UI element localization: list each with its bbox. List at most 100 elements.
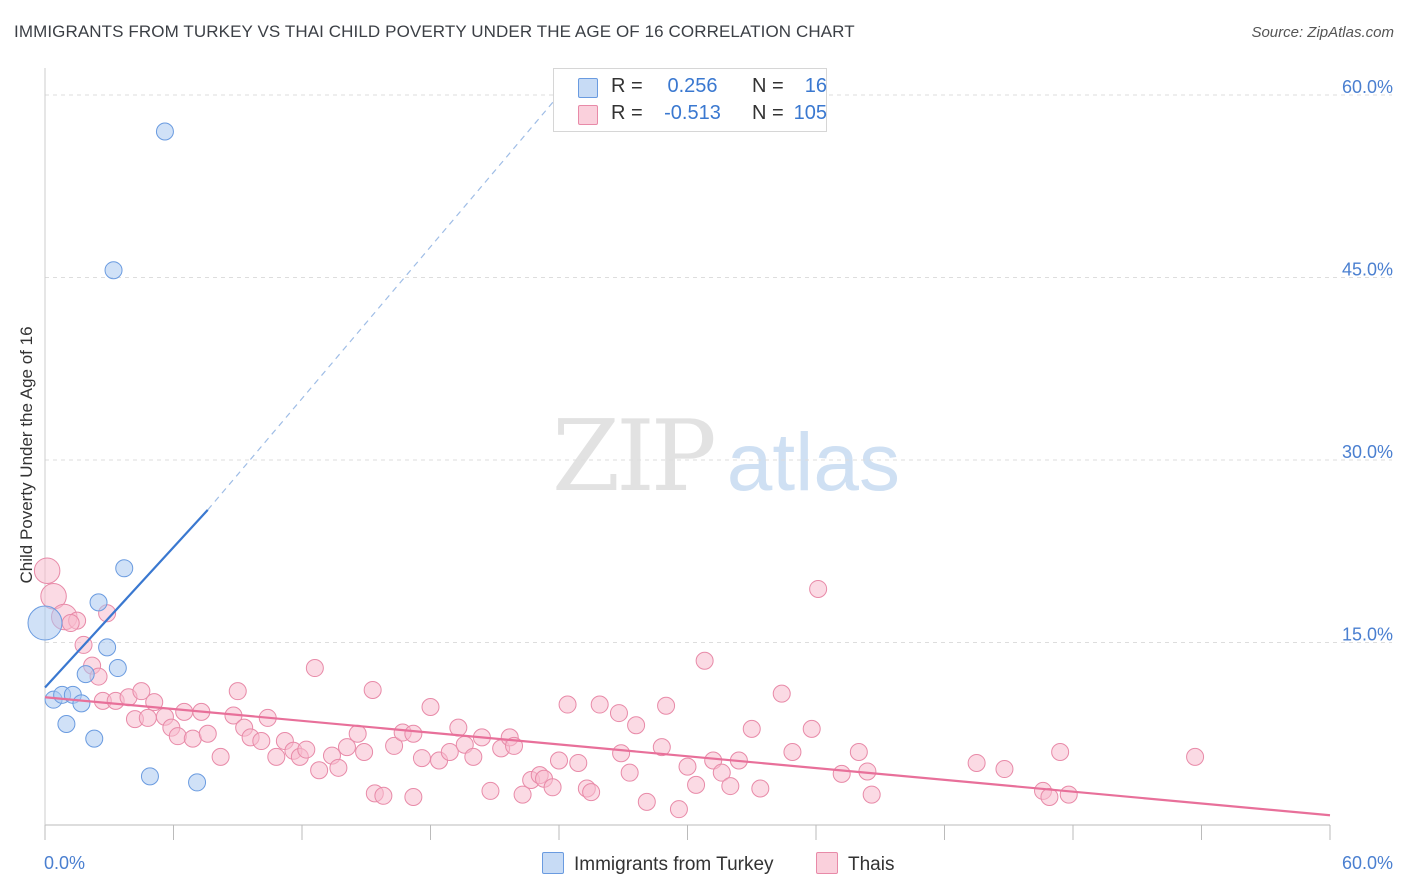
thai-point bbox=[252, 732, 271, 751]
legend-n-label: N = bbox=[752, 75, 784, 97]
thai-point bbox=[440, 743, 459, 761]
legend-n-value-turkey: 16 bbox=[804, 75, 827, 97]
thai-point bbox=[168, 727, 187, 746]
turkey-point bbox=[140, 767, 159, 786]
thai-point bbox=[609, 704, 628, 723]
thai-point bbox=[809, 579, 828, 598]
y-tick-label: 45.0% bbox=[1342, 260, 1393, 280]
thai-point bbox=[669, 800, 688, 819]
thai-point bbox=[678, 757, 697, 776]
thai-point bbox=[582, 783, 601, 802]
legend-r-label: R = bbox=[611, 102, 643, 124]
thai-point bbox=[61, 614, 80, 633]
thai-point bbox=[228, 682, 247, 701]
thai-point bbox=[33, 557, 61, 584]
turkey-point bbox=[72, 694, 91, 713]
thai-point bbox=[742, 719, 761, 738]
trend-lines bbox=[44, 94, 1331, 817]
turkey-point bbox=[89, 593, 108, 612]
thai-point bbox=[404, 724, 423, 743]
turkey-point bbox=[85, 729, 104, 748]
turkey-point bbox=[27, 605, 63, 641]
thai-point bbox=[687, 775, 706, 794]
thai-point bbox=[267, 747, 286, 766]
thai-point bbox=[783, 743, 802, 761]
thai-point bbox=[138, 708, 157, 727]
turkey-point bbox=[108, 659, 127, 678]
thai-point bbox=[849, 743, 868, 761]
thai-point bbox=[132, 682, 151, 701]
thai-point bbox=[198, 724, 217, 743]
tick-labels: 15.0% 30.0% 45.0% 60.0% 0.0% 60.0% bbox=[44, 77, 1393, 873]
thai-point bbox=[558, 695, 577, 714]
bottom-legend-turkey: Immigrants from Turkey bbox=[542, 852, 774, 876]
turkey-point bbox=[155, 122, 174, 141]
thai-point bbox=[967, 753, 986, 772]
turkey-point bbox=[76, 665, 95, 684]
thai-point bbox=[543, 778, 562, 797]
thai-point bbox=[363, 680, 382, 699]
thais-points bbox=[33, 557, 1205, 819]
thai-point bbox=[1051, 743, 1070, 761]
x-tick-label-max: 60.0% bbox=[1342, 853, 1393, 873]
turkey-points bbox=[27, 122, 207, 792]
watermark-zip: ZIP bbox=[552, 400, 717, 514]
thai-point bbox=[695, 651, 714, 670]
watermark-atlas: atlas bbox=[726, 417, 900, 508]
thai-point bbox=[995, 760, 1014, 779]
thai-point bbox=[404, 788, 423, 807]
thai-point bbox=[627, 716, 646, 735]
thai-point bbox=[590, 695, 609, 714]
thai-point bbox=[211, 747, 230, 766]
thai-point bbox=[374, 786, 393, 805]
thai-point bbox=[421, 697, 440, 716]
thai-point bbox=[721, 777, 740, 796]
legend-n-value-thais: 105 bbox=[793, 102, 827, 124]
legend-swatch-thais bbox=[578, 105, 598, 125]
y-tick-label: 60.0% bbox=[1342, 77, 1393, 97]
thai-point bbox=[620, 763, 639, 782]
thai-point bbox=[305, 659, 324, 678]
thai-point bbox=[513, 785, 532, 804]
legend-r-label: R = bbox=[611, 75, 643, 97]
thai-point bbox=[637, 792, 656, 811]
thai-point bbox=[612, 744, 631, 763]
turkey-point bbox=[115, 559, 134, 578]
thai-point bbox=[355, 743, 374, 761]
thai-point bbox=[297, 740, 316, 759]
legend-r-value-turkey: 0.256 bbox=[667, 75, 718, 97]
turkey-trend-line bbox=[44, 509, 209, 689]
thai-point bbox=[385, 736, 404, 755]
thai-point bbox=[348, 724, 367, 743]
turkey-point bbox=[98, 638, 117, 657]
thai-point bbox=[464, 747, 483, 766]
turkey-point bbox=[104, 261, 123, 280]
bottom-legend-swatch-turkey bbox=[542, 852, 564, 874]
legend-r-value-thais: -0.513 bbox=[664, 102, 721, 124]
thai-point bbox=[751, 779, 770, 798]
thai-point bbox=[1059, 785, 1078, 804]
turkey-point bbox=[57, 715, 76, 734]
bottom-legend-thais: Thais bbox=[816, 852, 894, 876]
chart-title: IMMIGRANTS FROM TURKEY VS THAI CHILD POV… bbox=[14, 22, 855, 41]
thai-point bbox=[310, 761, 329, 780]
bottom-legend-label-turkey: Immigrants from Turkey bbox=[574, 854, 774, 875]
thai-point bbox=[412, 749, 431, 768]
bottom-legend-label-thais: Thais bbox=[848, 854, 895, 875]
thai-point bbox=[802, 719, 821, 738]
thai-point bbox=[183, 729, 202, 748]
thai-trend-line bbox=[44, 696, 1331, 817]
y-tick-label: 30.0% bbox=[1342, 442, 1393, 462]
thai-point bbox=[704, 751, 723, 770]
watermark: ZIP atlas bbox=[552, 400, 900, 514]
y-tick-label: 15.0% bbox=[1342, 625, 1393, 645]
correlation-legend: R = 0.256 N = 16 R = -0.513 N = 105 bbox=[553, 68, 827, 132]
thai-point bbox=[550, 751, 568, 770]
thai-point bbox=[772, 684, 791, 703]
thai-point bbox=[1186, 747, 1205, 766]
thai-point bbox=[569, 753, 588, 772]
turkey-point bbox=[188, 773, 207, 792]
thai-point bbox=[337, 738, 356, 757]
thai-point bbox=[481, 781, 500, 800]
